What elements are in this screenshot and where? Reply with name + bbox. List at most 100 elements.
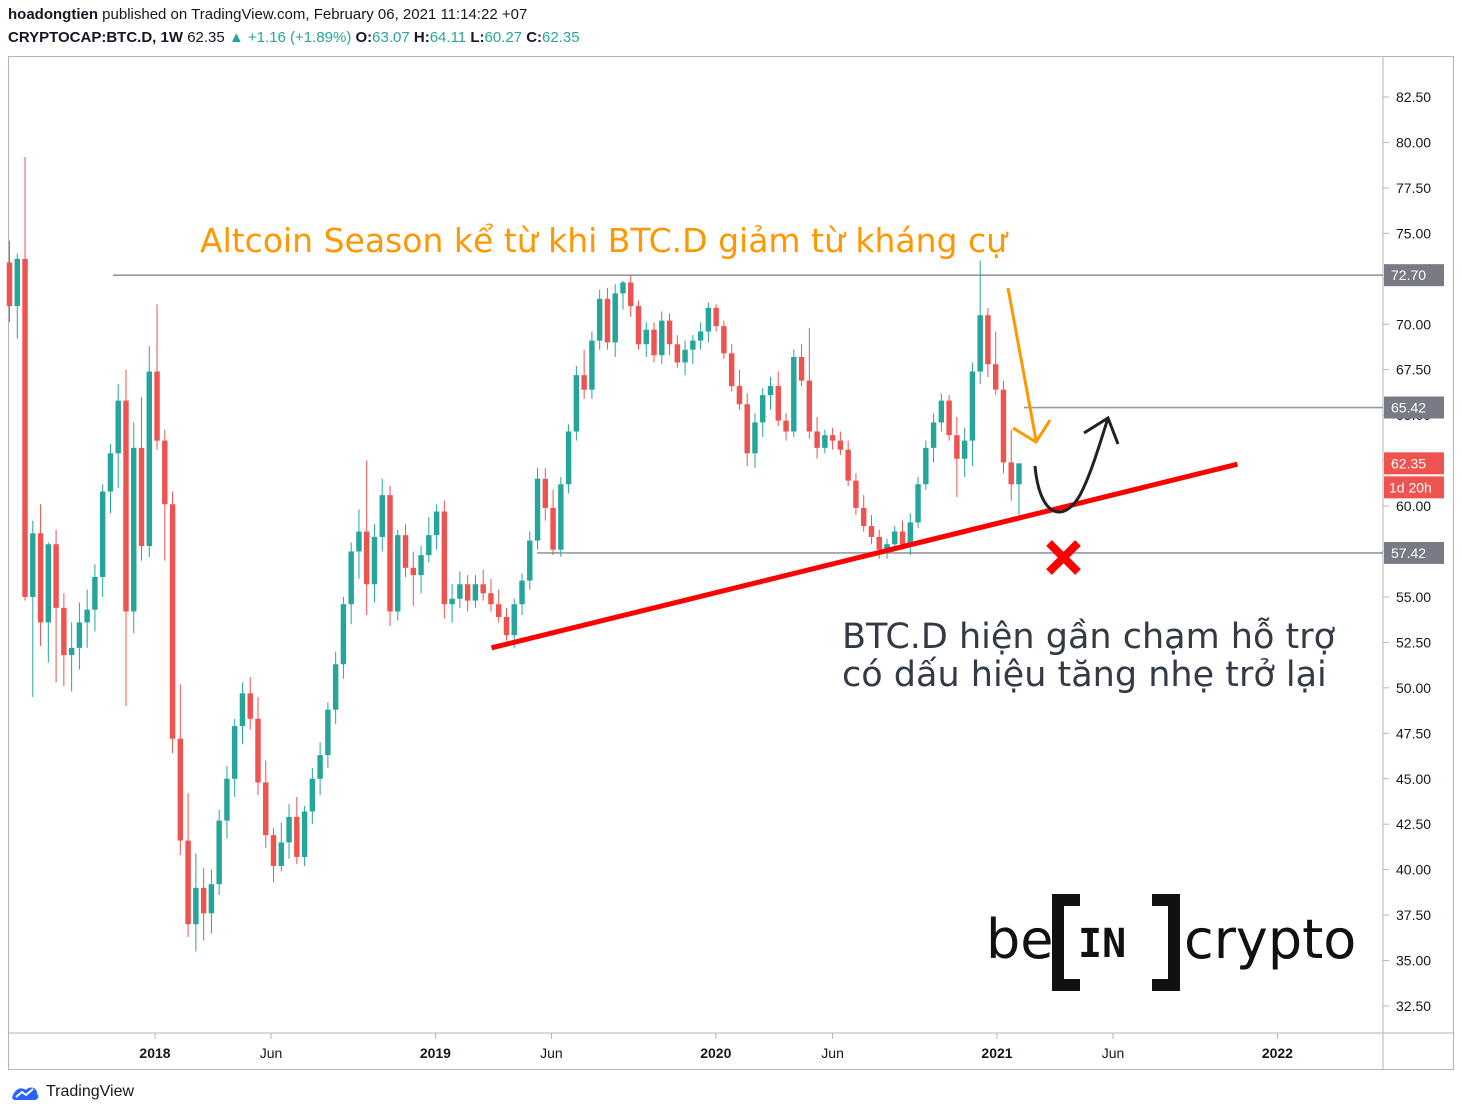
candle[interactable] [791,349,797,437]
candle[interactable] [270,827,277,883]
candle[interactable] [775,371,781,427]
candle[interactable] [255,696,261,796]
candle[interactable] [612,284,618,357]
candle[interactable] [565,424,572,494]
candle[interactable] [208,869,215,934]
candle[interactable] [193,853,199,952]
candle[interactable] [53,529,59,683]
candle[interactable] [767,376,774,410]
candle[interactable] [573,366,580,441]
candle[interactable] [348,542,354,625]
candle[interactable] [301,806,308,867]
candle[interactable] [892,526,898,550]
candle[interactable] [519,573,525,616]
candle[interactable] [946,395,952,441]
candle[interactable] [690,335,696,365]
candle[interactable] [169,491,176,754]
candle[interactable] [402,524,409,577]
candle[interactable] [961,427,968,477]
candle[interactable] [278,822,285,872]
candle[interactable] [628,275,634,317]
candle[interactable] [84,589,90,648]
candle[interactable] [798,344,805,387]
support-trendline[interactable] [490,461,1239,651]
candle[interactable] [14,253,20,339]
candle[interactable] [464,575,471,612]
candle[interactable] [200,867,207,941]
candle[interactable] [728,344,735,392]
candle[interactable] [239,682,246,745]
candle[interactable] [1016,463,1022,516]
candle[interactable] [162,429,168,561]
candle[interactable] [22,156,28,601]
candle[interactable] [581,349,587,399]
candle[interactable] [286,804,292,859]
candle[interactable] [263,760,269,848]
candle[interactable] [760,387,766,437]
candle[interactable] [224,766,230,839]
candle[interactable] [457,571,463,608]
candle[interactable] [488,578,494,612]
candle[interactable] [985,307,991,377]
candle[interactable] [332,651,339,725]
candle[interactable] [371,524,378,603]
candle[interactable] [76,602,83,670]
candle[interactable] [107,444,114,514]
candle[interactable] [651,322,657,363]
candle[interactable] [503,607,510,641]
candle[interactable] [216,809,222,896]
candle[interactable] [426,516,432,563]
candle[interactable] [744,393,750,467]
candle[interactable] [907,513,914,556]
candle[interactable] [123,369,129,707]
chart-frame[interactable] [8,56,1454,1070]
candle[interactable] [92,564,98,632]
candle[interactable] [721,320,727,359]
candle[interactable] [938,393,945,432]
candle[interactable] [853,473,859,516]
candle[interactable] [294,796,300,865]
candle[interactable] [822,429,828,454]
candle[interactable] [433,504,440,550]
candle[interactable] [1008,429,1014,501]
candle[interactable] [596,289,603,350]
candle[interactable] [340,596,347,679]
candle[interactable] [845,440,851,487]
candle[interactable] [441,500,448,619]
candle[interactable] [705,302,712,343]
candle[interactable] [177,684,184,856]
candle[interactable] [550,489,556,556]
candle[interactable] [418,546,424,594]
candle[interactable] [558,476,564,557]
candle[interactable] [395,529,401,621]
candle[interactable] [954,416,960,497]
candle[interactable] [472,575,479,608]
candle[interactable] [682,340,688,376]
candle[interactable] [643,322,649,357]
candle[interactable] [449,584,455,623]
candle[interactable] [138,396,145,561]
candle[interactable] [68,622,75,692]
candle[interactable] [146,346,152,557]
candle[interactable] [829,427,836,450]
candle[interactable] [1000,380,1007,474]
symbol-name[interactable]: CRYPTOCAP:BTC.D, 1W [8,29,184,46]
candle[interactable] [154,304,160,450]
candle[interactable] [860,495,867,532]
candle[interactable] [620,280,626,310]
candle[interactable] [666,313,673,356]
candle[interactable] [363,460,370,616]
candle[interactable] [806,327,813,439]
candle[interactable] [37,504,44,647]
candle[interactable] [387,486,393,627]
candle[interactable] [231,718,238,797]
candle[interactable] [317,742,323,796]
candle[interactable] [131,422,137,634]
candle[interactable] [30,520,36,697]
candle[interactable] [6,240,13,323]
candle[interactable] [713,304,719,332]
candle[interactable] [589,331,595,399]
candle[interactable] [309,767,316,825]
candle[interactable] [99,484,106,597]
